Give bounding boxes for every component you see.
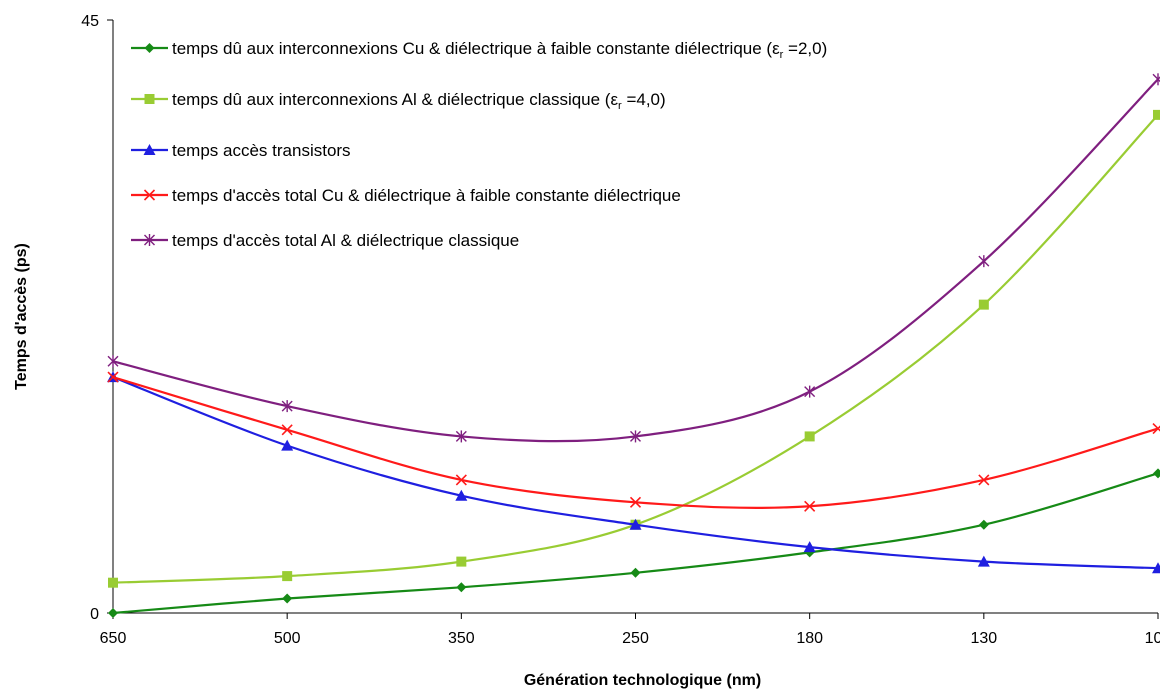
series-line bbox=[112, 472, 1159, 615]
y-tick-label: 45 bbox=[81, 13, 99, 30]
x-tick-label: 100 bbox=[1145, 630, 1160, 647]
data-point bbox=[1153, 109, 1160, 120]
data-point bbox=[978, 299, 989, 310]
data-point bbox=[804, 385, 816, 398]
series-line bbox=[112, 78, 1159, 443]
data-point bbox=[629, 496, 642, 508]
series-group bbox=[107, 73, 1160, 618]
x-axis-title: Génération technologique (nm) bbox=[524, 672, 761, 689]
data-point bbox=[455, 474, 467, 486]
data-point bbox=[630, 430, 641, 443]
data-point bbox=[456, 582, 467, 593]
x-tick-label: 350 bbox=[448, 630, 475, 647]
data-point bbox=[978, 255, 990, 268]
data-point bbox=[455, 430, 467, 443]
series-2 bbox=[108, 109, 1160, 588]
data-point bbox=[629, 518, 642, 530]
x-tick-label: 250 bbox=[622, 630, 649, 647]
legend-item: temps d'accès total Cu & diélectrique à … bbox=[131, 186, 681, 205]
legend-label: temps accès transistors bbox=[172, 141, 351, 160]
x-tick-label: 500 bbox=[274, 630, 301, 647]
data-point bbox=[455, 489, 468, 501]
legend-item: temps dû aux interconnexions Cu & diélec… bbox=[131, 39, 827, 61]
data-point bbox=[978, 519, 989, 530]
data-point bbox=[281, 439, 294, 451]
series-1 bbox=[108, 468, 1160, 618]
legend-label: temps d'accès total Cu & diélectrique à … bbox=[172, 186, 681, 205]
legend-label: temps dû aux interconnexions Al & diélec… bbox=[172, 90, 666, 112]
data-point bbox=[456, 556, 467, 567]
legend-label: temps dû aux interconnexions Cu & diélec… bbox=[172, 39, 827, 61]
series-line bbox=[112, 376, 1159, 570]
series-4 bbox=[107, 371, 1160, 512]
legend-item: temps accès transistors bbox=[131, 141, 351, 160]
data-point bbox=[107, 371, 119, 383]
series-line bbox=[112, 376, 1159, 509]
data-point bbox=[108, 577, 118, 588]
x-tick-label: 180 bbox=[796, 630, 823, 647]
data-point bbox=[1153, 468, 1160, 479]
data-point bbox=[281, 400, 293, 413]
data-point bbox=[108, 608, 118, 618]
data-point bbox=[978, 474, 990, 486]
data-point bbox=[804, 500, 816, 512]
data-point bbox=[282, 571, 293, 582]
data-point bbox=[804, 431, 815, 442]
x-tick-label: 650 bbox=[100, 630, 127, 647]
legend-marker bbox=[144, 234, 155, 246]
data-point bbox=[1152, 562, 1160, 574]
legend-item: temps d'accès total Al & diélectrique cl… bbox=[131, 231, 519, 250]
legend-item: temps dû aux interconnexions Al & diélec… bbox=[131, 90, 666, 112]
axes: 0 45 650 500 350 250 180 130 100 bbox=[81, 13, 1160, 647]
x-tick-label: 130 bbox=[970, 630, 997, 647]
data-point bbox=[1152, 73, 1160, 86]
y-tick-label: 0 bbox=[90, 606, 99, 623]
legend-label: temps d'accès total Al & diélectrique cl… bbox=[172, 231, 519, 250]
legend: temps dû aux interconnexions Cu & diélec… bbox=[131, 39, 827, 250]
data-point bbox=[282, 593, 293, 604]
y-axis-title: Temps d'accès (ps) bbox=[13, 243, 30, 390]
data-point bbox=[1152, 422, 1160, 435]
series-5 bbox=[107, 73, 1160, 443]
legend-marker bbox=[144, 94, 155, 104]
legend-marker bbox=[143, 144, 156, 155]
data-point bbox=[803, 541, 816, 553]
legend-marker bbox=[143, 189, 156, 201]
data-point bbox=[630, 567, 641, 578]
data-point bbox=[107, 355, 119, 368]
data-point bbox=[977, 555, 990, 567]
legend-marker bbox=[144, 43, 155, 53]
data-point bbox=[281, 424, 293, 436]
